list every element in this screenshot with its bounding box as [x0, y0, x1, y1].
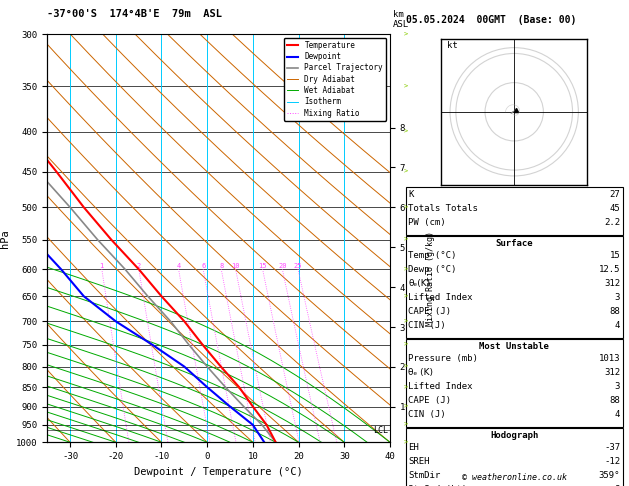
- Text: CIN (J): CIN (J): [408, 321, 446, 330]
- Text: >: >: [404, 364, 408, 369]
- Text: >: >: [404, 169, 408, 174]
- Text: LCL: LCL: [373, 426, 387, 434]
- Text: 88: 88: [610, 307, 620, 316]
- Text: θₑ (K): θₑ (K): [408, 368, 433, 377]
- Text: >: >: [404, 403, 408, 410]
- Text: 15: 15: [259, 263, 267, 269]
- Text: 12.5: 12.5: [599, 265, 620, 274]
- Text: Mixing Ratio (g/kg): Mixing Ratio (g/kg): [426, 231, 435, 327]
- Text: PW (cm): PW (cm): [408, 218, 446, 227]
- Text: Pressure (mb): Pressure (mb): [408, 354, 478, 363]
- Text: 8: 8: [615, 485, 620, 486]
- Text: 3: 3: [615, 382, 620, 391]
- Text: >: >: [404, 83, 408, 89]
- Text: 45: 45: [610, 204, 620, 213]
- Text: CAPE (J): CAPE (J): [408, 307, 451, 316]
- Text: 2: 2: [136, 263, 141, 269]
- Text: 88: 88: [610, 396, 620, 405]
- Text: Surface: Surface: [496, 239, 533, 248]
- Text: Temp (°C): Temp (°C): [408, 251, 457, 260]
- Text: 359°: 359°: [599, 471, 620, 480]
- Text: -37°00'S  174°4B'E  79m  ASL: -37°00'S 174°4B'E 79m ASL: [47, 9, 222, 19]
- Text: >: >: [404, 204, 408, 210]
- Text: © weatheronline.co.uk: © weatheronline.co.uk: [462, 473, 567, 482]
- Text: K: K: [408, 190, 414, 199]
- Text: >: >: [404, 384, 408, 390]
- Text: 25: 25: [294, 263, 302, 269]
- Text: 8: 8: [219, 263, 223, 269]
- X-axis label: Dewpoint / Temperature (°C): Dewpoint / Temperature (°C): [134, 467, 303, 477]
- Text: θₑ(K): θₑ(K): [408, 279, 430, 288]
- Text: 1: 1: [99, 263, 104, 269]
- Text: 10: 10: [231, 263, 240, 269]
- Text: 4: 4: [615, 410, 620, 419]
- Text: EH: EH: [408, 443, 419, 452]
- Legend: Temperature, Dewpoint, Parcel Trajectory, Dry Adiabat, Wet Adiabat, Isotherm, Mi: Temperature, Dewpoint, Parcel Trajectory…: [284, 38, 386, 121]
- Text: Dewp (°C): Dewp (°C): [408, 265, 457, 274]
- Text: km
ASL: km ASL: [393, 10, 409, 29]
- Text: 15: 15: [610, 251, 620, 260]
- Text: >: >: [404, 422, 408, 428]
- Text: -37: -37: [604, 443, 620, 452]
- Text: >: >: [404, 293, 408, 299]
- Text: 20: 20: [278, 263, 287, 269]
- Text: Lifted Index: Lifted Index: [408, 382, 473, 391]
- Text: 1013: 1013: [599, 354, 620, 363]
- Text: 6: 6: [201, 263, 205, 269]
- Text: 27: 27: [610, 190, 620, 199]
- Text: StmDir: StmDir: [408, 471, 440, 480]
- Text: >: >: [404, 31, 408, 37]
- Text: >: >: [404, 129, 408, 135]
- Text: Totals Totals: Totals Totals: [408, 204, 478, 213]
- Text: 2.2: 2.2: [604, 218, 620, 227]
- Text: >: >: [404, 237, 408, 243]
- Text: SREH: SREH: [408, 457, 430, 466]
- Y-axis label: hPa: hPa: [1, 229, 11, 247]
- Text: -12: -12: [604, 457, 620, 466]
- Text: >: >: [404, 266, 408, 272]
- Text: 05.05.2024  00GMT  (Base: 00): 05.05.2024 00GMT (Base: 00): [406, 15, 576, 25]
- Text: 312: 312: [604, 279, 620, 288]
- Text: 4: 4: [176, 263, 181, 269]
- Text: 3: 3: [615, 293, 620, 302]
- Text: Most Unstable: Most Unstable: [479, 342, 549, 351]
- Text: CAPE (J): CAPE (J): [408, 396, 451, 405]
- Text: >: >: [404, 439, 408, 445]
- Text: >: >: [404, 342, 408, 347]
- Text: CIN (J): CIN (J): [408, 410, 446, 419]
- Text: 312: 312: [604, 368, 620, 377]
- Text: kt: kt: [447, 41, 458, 50]
- Text: 4: 4: [615, 321, 620, 330]
- Text: Hodograph: Hodograph: [490, 431, 538, 440]
- Text: Lifted Index: Lifted Index: [408, 293, 473, 302]
- Text: StmSpd (kt): StmSpd (kt): [408, 485, 467, 486]
- Text: >: >: [404, 318, 408, 324]
